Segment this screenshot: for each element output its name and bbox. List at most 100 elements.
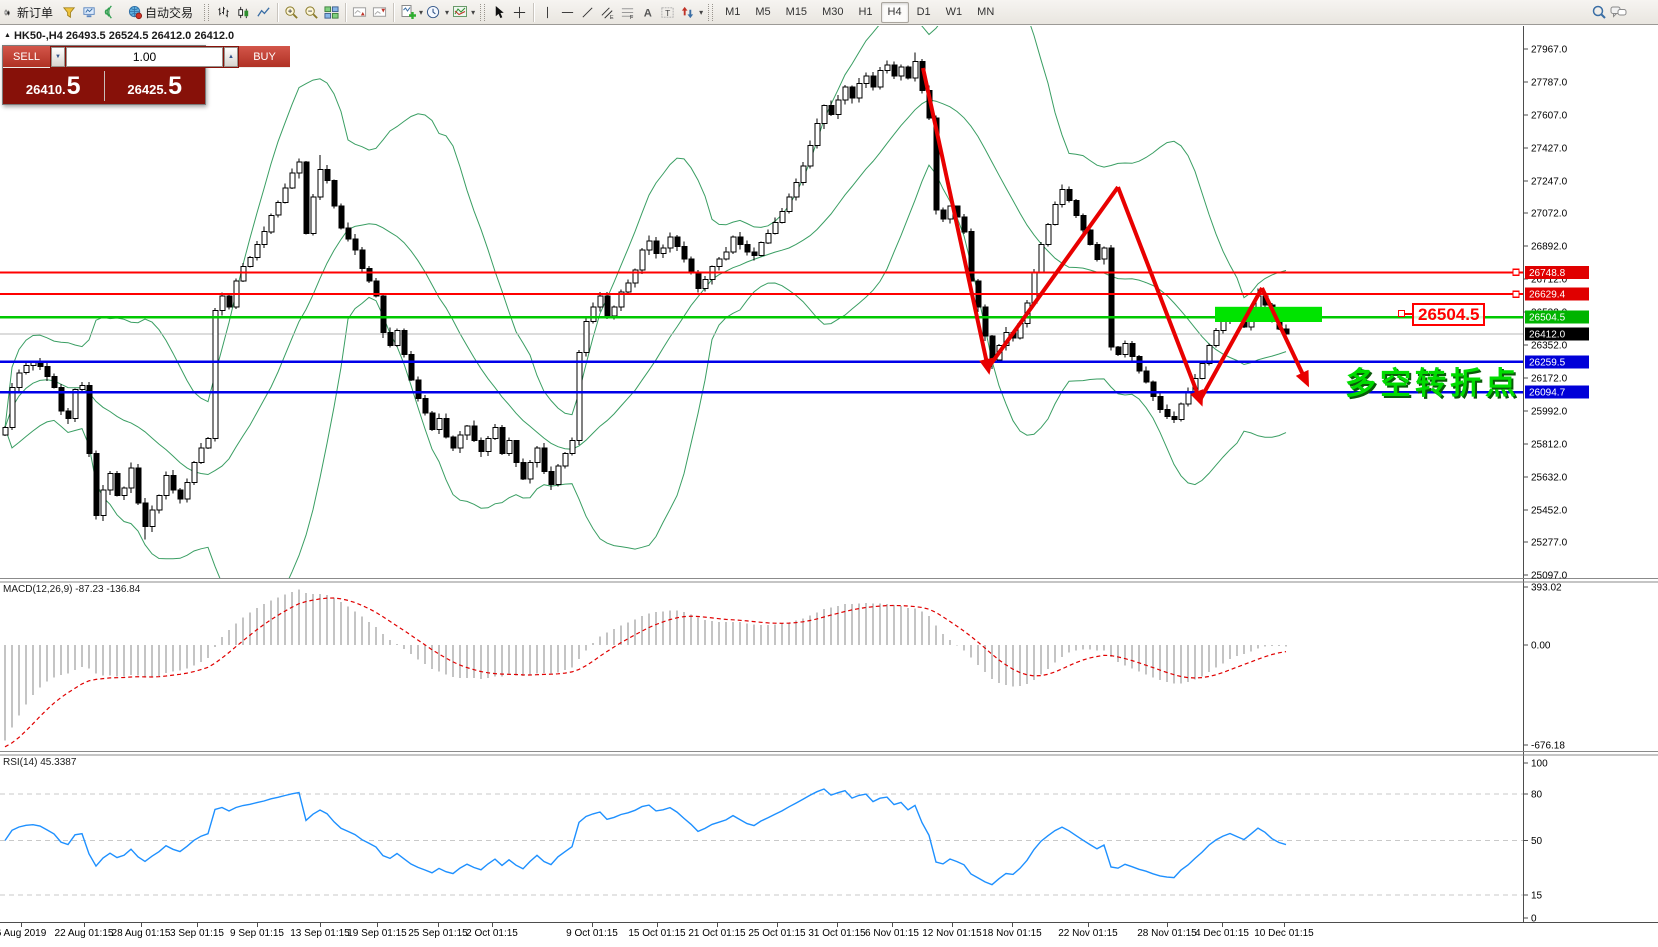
volume-spinner: ▼ ▲ <box>50 46 239 68</box>
svg-text:27427.0: 27427.0 <box>1531 144 1568 155</box>
toolbar-grip[interactable] <box>204 3 210 21</box>
dropdown-caret-icon[interactable]: ▾ <box>699 7 704 17</box>
signal-icon[interactable] <box>100 3 119 22</box>
new-order-button[interactable]: 新订单 <box>11 2 59 23</box>
svg-text:28 Nov 01:15: 28 Nov 01:15 <box>1137 928 1197 939</box>
bar-chart-button[interactable] <box>214 3 233 22</box>
timeframe-W1[interactable]: W1 <box>939 2 970 23</box>
rsi-indicator-label: RSI(14) 45.3387 <box>3 757 77 768</box>
toolbar-separator <box>277 2 279 22</box>
svg-text:80: 80 <box>1531 790 1543 801</box>
svg-text:50: 50 <box>1531 836 1543 847</box>
auto-trading-button[interactable]: 自动交易 <box>120 2 199 23</box>
tile-windows-button[interactable] <box>322 3 341 22</box>
svg-text:18 Nov 01:15: 18 Nov 01:15 <box>982 928 1042 939</box>
svg-text:26748.8: 26748.8 <box>1529 268 1566 279</box>
svg-text:393.02: 393.02 <box>1531 582 1562 593</box>
new-chart-button[interactable] <box>398 3 417 22</box>
line-chart-button[interactable] <box>254 3 273 22</box>
svg-text:22 Aug 01:15: 22 Aug 01:15 <box>55 928 114 939</box>
timeframe-H1[interactable]: H1 <box>851 2 879 23</box>
crosshair-button[interactable] <box>510 3 529 22</box>
macd-panel: 393.02 0.00 -676.18 <box>4 582 1565 751</box>
toolbar: 新订单 自动交易 ▾ ▾ <box>0 0 1658 25</box>
candles <box>2 52 1290 540</box>
svg-text:26712.0: 26712.0 <box>1531 274 1568 285</box>
chart-shift-button[interactable] <box>370 3 389 22</box>
svg-text:T: T <box>665 7 670 17</box>
text-button[interactable]: A <box>638 3 657 22</box>
buy-price[interactable]: 26425. 5 <box>127 72 183 100</box>
dropdown-caret-icon[interactable]: ▾ <box>445 7 450 17</box>
vertical-line-button[interactable] <box>538 3 557 22</box>
timeframe-M1[interactable]: M1 <box>718 2 747 23</box>
collapse-triangle-icon[interactable]: ▲ <box>4 32 11 39</box>
toolbar-separator <box>533 2 535 22</box>
highlight-rectangle[interactable] <box>1215 306 1322 322</box>
arrow-up-icon: ▲ <box>228 54 234 60</box>
toolbar-grip[interactable] <box>708 3 714 21</box>
svg-text:25812.0: 25812.0 <box>1531 439 1568 450</box>
chart-window-icon[interactable] <box>2 3 10 22</box>
svg-text:25 Oct 01:15: 25 Oct 01:15 <box>748 928 806 939</box>
svg-text:0.00: 0.00 <box>1531 641 1551 652</box>
volume-decrease-button[interactable]: ▼ <box>51 47 65 67</box>
turning-point-note[interactable]: 多空转折点 <box>1345 366 1520 401</box>
indicators-button[interactable] <box>450 3 469 22</box>
equidistant-channel-button[interactable]: E <box>598 3 617 22</box>
svg-text:26259.5: 26259.5 <box>1529 357 1566 368</box>
svg-text:9 Sep 01:15: 9 Sep 01:15 <box>230 928 284 939</box>
candlestick-chart-button[interactable] <box>234 3 253 22</box>
terminal-icon[interactable] <box>80 3 99 22</box>
market-depth-icon[interactable] <box>60 3 79 22</box>
trend-zigzag-arrows[interactable] <box>921 67 1309 407</box>
svg-text:22 Nov 01:15: 22 Nov 01:15 <box>1058 928 1118 939</box>
chat-icon[interactable] <box>1609 3 1628 22</box>
zoom-out-button[interactable] <box>302 3 321 22</box>
auto-scroll-button[interactable] <box>350 3 369 22</box>
svg-text:26352.0: 26352.0 <box>1531 340 1568 351</box>
sell-button[interactable]: SELL <box>3 46 50 68</box>
buy-button[interactable]: BUY <box>239 46 290 68</box>
timeframe-MN[interactable]: MN <box>970 2 1001 23</box>
fibonacci-button[interactable]: F <box>618 3 637 22</box>
periods-button[interactable] <box>424 3 443 22</box>
sell-price[interactable]: 26410. 5 <box>25 72 81 100</box>
svg-text:E: E <box>610 15 614 20</box>
auto-trading-label: 自动交易 <box>145 5 194 20</box>
cursor-button[interactable] <box>490 3 509 22</box>
price-axis-labels: 26748.8 26629.4 26504.5 26259.5 26094.7 26412… <box>1525 265 1589 399</box>
volume-input[interactable] <box>66 47 223 67</box>
new-order-label: 新订单 <box>17 5 54 20</box>
horizontal-line-button[interactable] <box>558 3 577 22</box>
trendline-button[interactable] <box>578 3 597 22</box>
globe-icon <box>126 3 145 22</box>
dropdown-caret-icon[interactable]: ▾ <box>471 7 476 17</box>
horizontal-lines[interactable] <box>0 268 1523 394</box>
svg-text:3 Sep 01:15: 3 Sep 01:15 <box>170 928 224 939</box>
timeframe-group: M1 M5 M15 M30 H1 H4 D1 W1 MN <box>718 1 1001 23</box>
timeframe-H4[interactable]: H4 <box>880 1 909 23</box>
svg-text:6 Nov 01:15: 6 Nov 01:15 <box>865 928 919 939</box>
dropdown-caret-icon[interactable]: ▾ <box>419 7 424 17</box>
text-label-button[interactable]: T <box>658 3 677 22</box>
timeframe-M30[interactable]: M30 <box>815 2 850 23</box>
timeframe-M5[interactable]: M5 <box>748 2 777 23</box>
timeframe-D1[interactable]: D1 <box>910 2 938 23</box>
price-divider <box>103 71 105 101</box>
arrows-button[interactable] <box>678 3 697 22</box>
volume-increase-button[interactable]: ▲ <box>224 47 238 67</box>
svg-text:12 Nov 01:15: 12 Nov 01:15 <box>922 928 982 939</box>
zoom-in-button[interactable] <box>282 3 301 22</box>
svg-text:F: F <box>630 15 634 20</box>
svg-text:25632.0: 25632.0 <box>1531 472 1568 483</box>
toolbar-grip[interactable] <box>480 3 486 21</box>
svg-text:26892.0: 26892.0 <box>1531 242 1568 253</box>
price-callout-label[interactable]: 26504.5 <box>1397 303 1486 326</box>
timeframe-M15[interactable]: M15 <box>779 2 814 23</box>
svg-text:4 Dec 01:15: 4 Dec 01:15 <box>1195 928 1249 939</box>
svg-text:26629.4: 26629.4 <box>1529 290 1566 301</box>
search-icon[interactable] <box>1589 3 1608 22</box>
